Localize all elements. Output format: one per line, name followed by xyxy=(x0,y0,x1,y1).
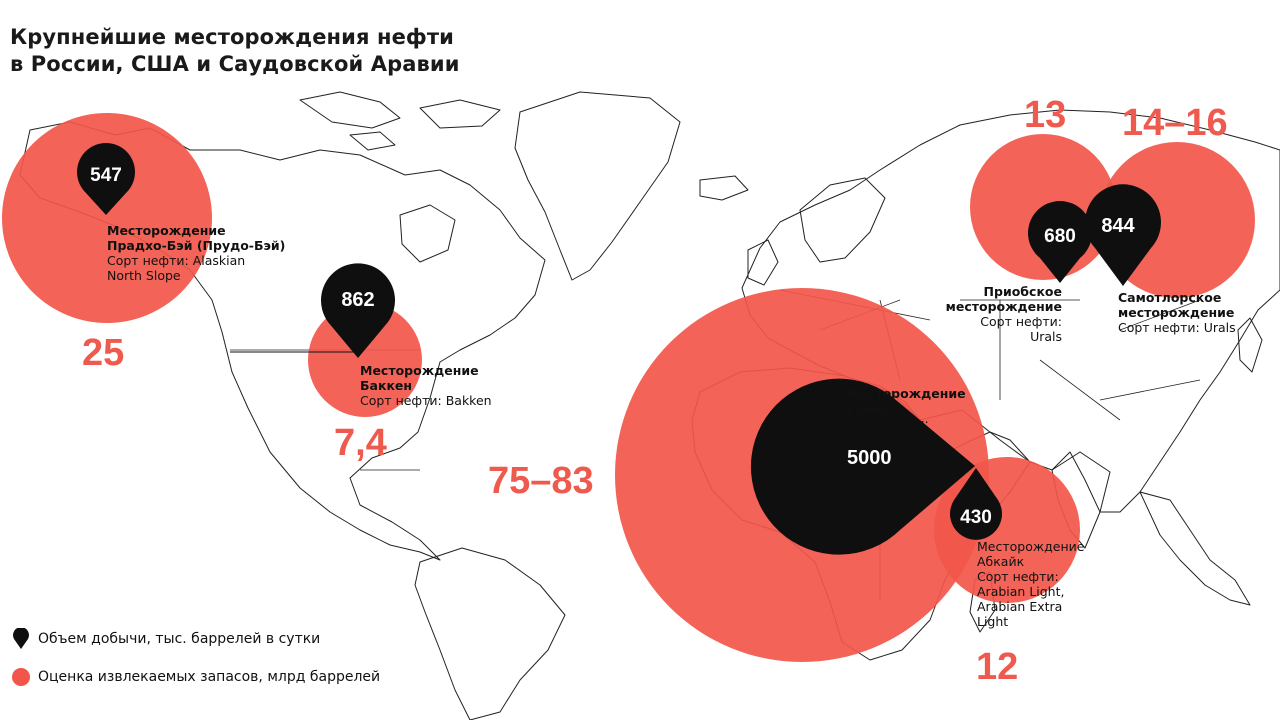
field-name-line: Месторождение xyxy=(360,363,479,378)
field-label-ghawar: Месторождение Гавар Сорт нефти: Arabian … xyxy=(847,386,966,470)
british-isles xyxy=(747,239,779,286)
production-pins xyxy=(77,143,1161,555)
field-name-line: Прадхо-Бэй (Прудо-Бэй) xyxy=(107,238,286,253)
reserve-value-ghawar: 75–83 xyxy=(488,460,594,502)
field-label-bakken: Месторождение Баккен Сорт нефти: Bakken xyxy=(360,363,492,408)
field-name-priobskoe: Приобское месторождение xyxy=(942,284,1062,314)
oil-grade-line: Arabian Light, xyxy=(977,584,1065,599)
field-name-line: Месторождение xyxy=(977,539,1085,554)
field-name-line: месторождение xyxy=(945,299,1062,314)
oil-grade-priobskoe: Сорт нефти: Urals xyxy=(942,314,1062,344)
field-name-line: Баккен xyxy=(360,378,413,393)
oil-grade-line: Сорт нефти: xyxy=(847,416,929,431)
title-line-1: Крупнейшие месторождения нефти xyxy=(10,25,454,49)
field-label-prudhoe: Месторождение Прадхо-Бэй (Прудо-Бэй) Сор… xyxy=(107,223,285,283)
oil-grade-ghawar: Сорт нефти: Arabian Light xyxy=(847,416,966,446)
field-label-abqaiq: Месторождение Абкайк Сорт нефти: Arabian… xyxy=(977,539,1084,629)
iceland xyxy=(699,175,749,201)
southeast-asia xyxy=(1139,491,1251,606)
oil-grade-bakken: Сорт нефти: Bakken xyxy=(360,393,492,408)
production-value-ghawar: 5000 xyxy=(847,447,892,469)
pin-value-prudhoe: 547 xyxy=(90,165,122,186)
pin-prudhoe xyxy=(77,143,135,215)
field-name-prudhoe: Месторождение Прадхо-Бэй (Прудо-Бэй) xyxy=(107,223,285,253)
reserve-value-priobskoe: 13 xyxy=(1024,94,1067,136)
pin-priobskoe xyxy=(1028,201,1092,283)
field-label-samotlor: Самотлорское месторождение Сорт нефти: U… xyxy=(1118,290,1236,335)
field-name-line: Гавар xyxy=(847,401,889,416)
reserve-value-bakken: 7,4 xyxy=(334,422,387,464)
page-title: Крупнейшие месторождения нефти в России,… xyxy=(10,24,460,78)
pin-value-priobskoe: 680 xyxy=(1044,226,1076,247)
field-name-line: Месторождение xyxy=(107,223,226,238)
hudson-bay xyxy=(399,204,456,263)
oil-grade-samotlor: Сорт нефти: Urals xyxy=(1118,320,1236,335)
canadian-arctic-islands xyxy=(299,91,501,151)
pin-samotlor xyxy=(1085,184,1161,286)
oil-grade-line: Arabian Extra xyxy=(977,599,1063,614)
oil-grade-line: Сорт нефти: xyxy=(977,569,1059,584)
greenland-outline xyxy=(514,91,681,281)
pin-value-samotlor: 844 xyxy=(1101,215,1135,237)
legend-production-label: Объем добычи, тыс. баррелей в сутки xyxy=(38,631,321,647)
japan-islands xyxy=(1237,317,1263,373)
oil-grade-line: Сорт нефти: xyxy=(980,314,1062,329)
south-america-outline xyxy=(414,547,566,720)
field-name-ghawar: Месторождение Гавар xyxy=(847,386,966,416)
field-name-line: Самотлорское xyxy=(1118,290,1222,305)
reserve-circles xyxy=(2,113,1255,662)
reserve-value-abqaiq: 12 xyxy=(976,646,1019,688)
field-name-line: месторождение xyxy=(1118,305,1235,320)
north-america-outline xyxy=(19,121,546,561)
field-name-line: Приобское xyxy=(983,284,1062,299)
pin-abqaiq xyxy=(950,468,1002,540)
field-name-abqaiq: Месторождение Абкайк xyxy=(977,539,1084,569)
circle-icon xyxy=(12,668,30,686)
oil-grade-line: Light xyxy=(977,614,1009,629)
pin-values: 547 862 680 844 430 xyxy=(90,165,1135,528)
field-name-line: Месторождение xyxy=(847,386,966,401)
field-name-line: Абкайк xyxy=(977,554,1025,569)
field-name-bakken: Месторождение Баккен xyxy=(360,363,492,393)
reserve-value-samotlor: 14–16 xyxy=(1122,102,1228,144)
oil-grade-abqaiq: Сорт нефти: Arabian Light, Arabian Extra… xyxy=(977,569,1084,629)
oil-grade-line: Сорт нефти: Alaskian xyxy=(107,253,246,268)
oil-grade-line: Arabian Light xyxy=(847,431,931,446)
reserve-value-prudhoe: 25 xyxy=(82,332,125,374)
legend-production: Объем добычи, тыс. баррелей в сутки xyxy=(10,628,320,650)
legend-reserves: Оценка извлекаемых запасов, млрд барреле… xyxy=(10,666,380,688)
pin-ghawar xyxy=(750,378,975,555)
oil-grade-line: Сорт нефти: Bakken xyxy=(360,393,492,408)
map-pin-icon xyxy=(13,628,29,649)
oil-grade-prudhoe: Сорт нефти: Alaskian North Slope xyxy=(107,253,285,283)
oil-grade-line: Urals xyxy=(1030,329,1062,344)
field-label-priobskoe: Приобское месторождение Сорт нефти: Ural… xyxy=(942,284,1062,344)
pin-value-bakken: 862 xyxy=(341,289,374,311)
pin-bakken xyxy=(320,263,396,358)
reserve-circle-prudhoe xyxy=(2,113,212,323)
title-line-2: в России, США и Саудовской Аравии xyxy=(10,52,460,76)
scandinavia xyxy=(799,177,886,263)
oil-grade-line: Сорт нефти: Urals xyxy=(1118,320,1236,335)
oil-grade-line: North Slope xyxy=(107,268,181,283)
legend-reserves-label: Оценка извлекаемых запасов, млрд барреле… xyxy=(38,669,381,685)
field-name-samotlor: Самотлорское месторождение xyxy=(1118,290,1236,320)
pin-value-abqaiq: 430 xyxy=(960,507,992,528)
